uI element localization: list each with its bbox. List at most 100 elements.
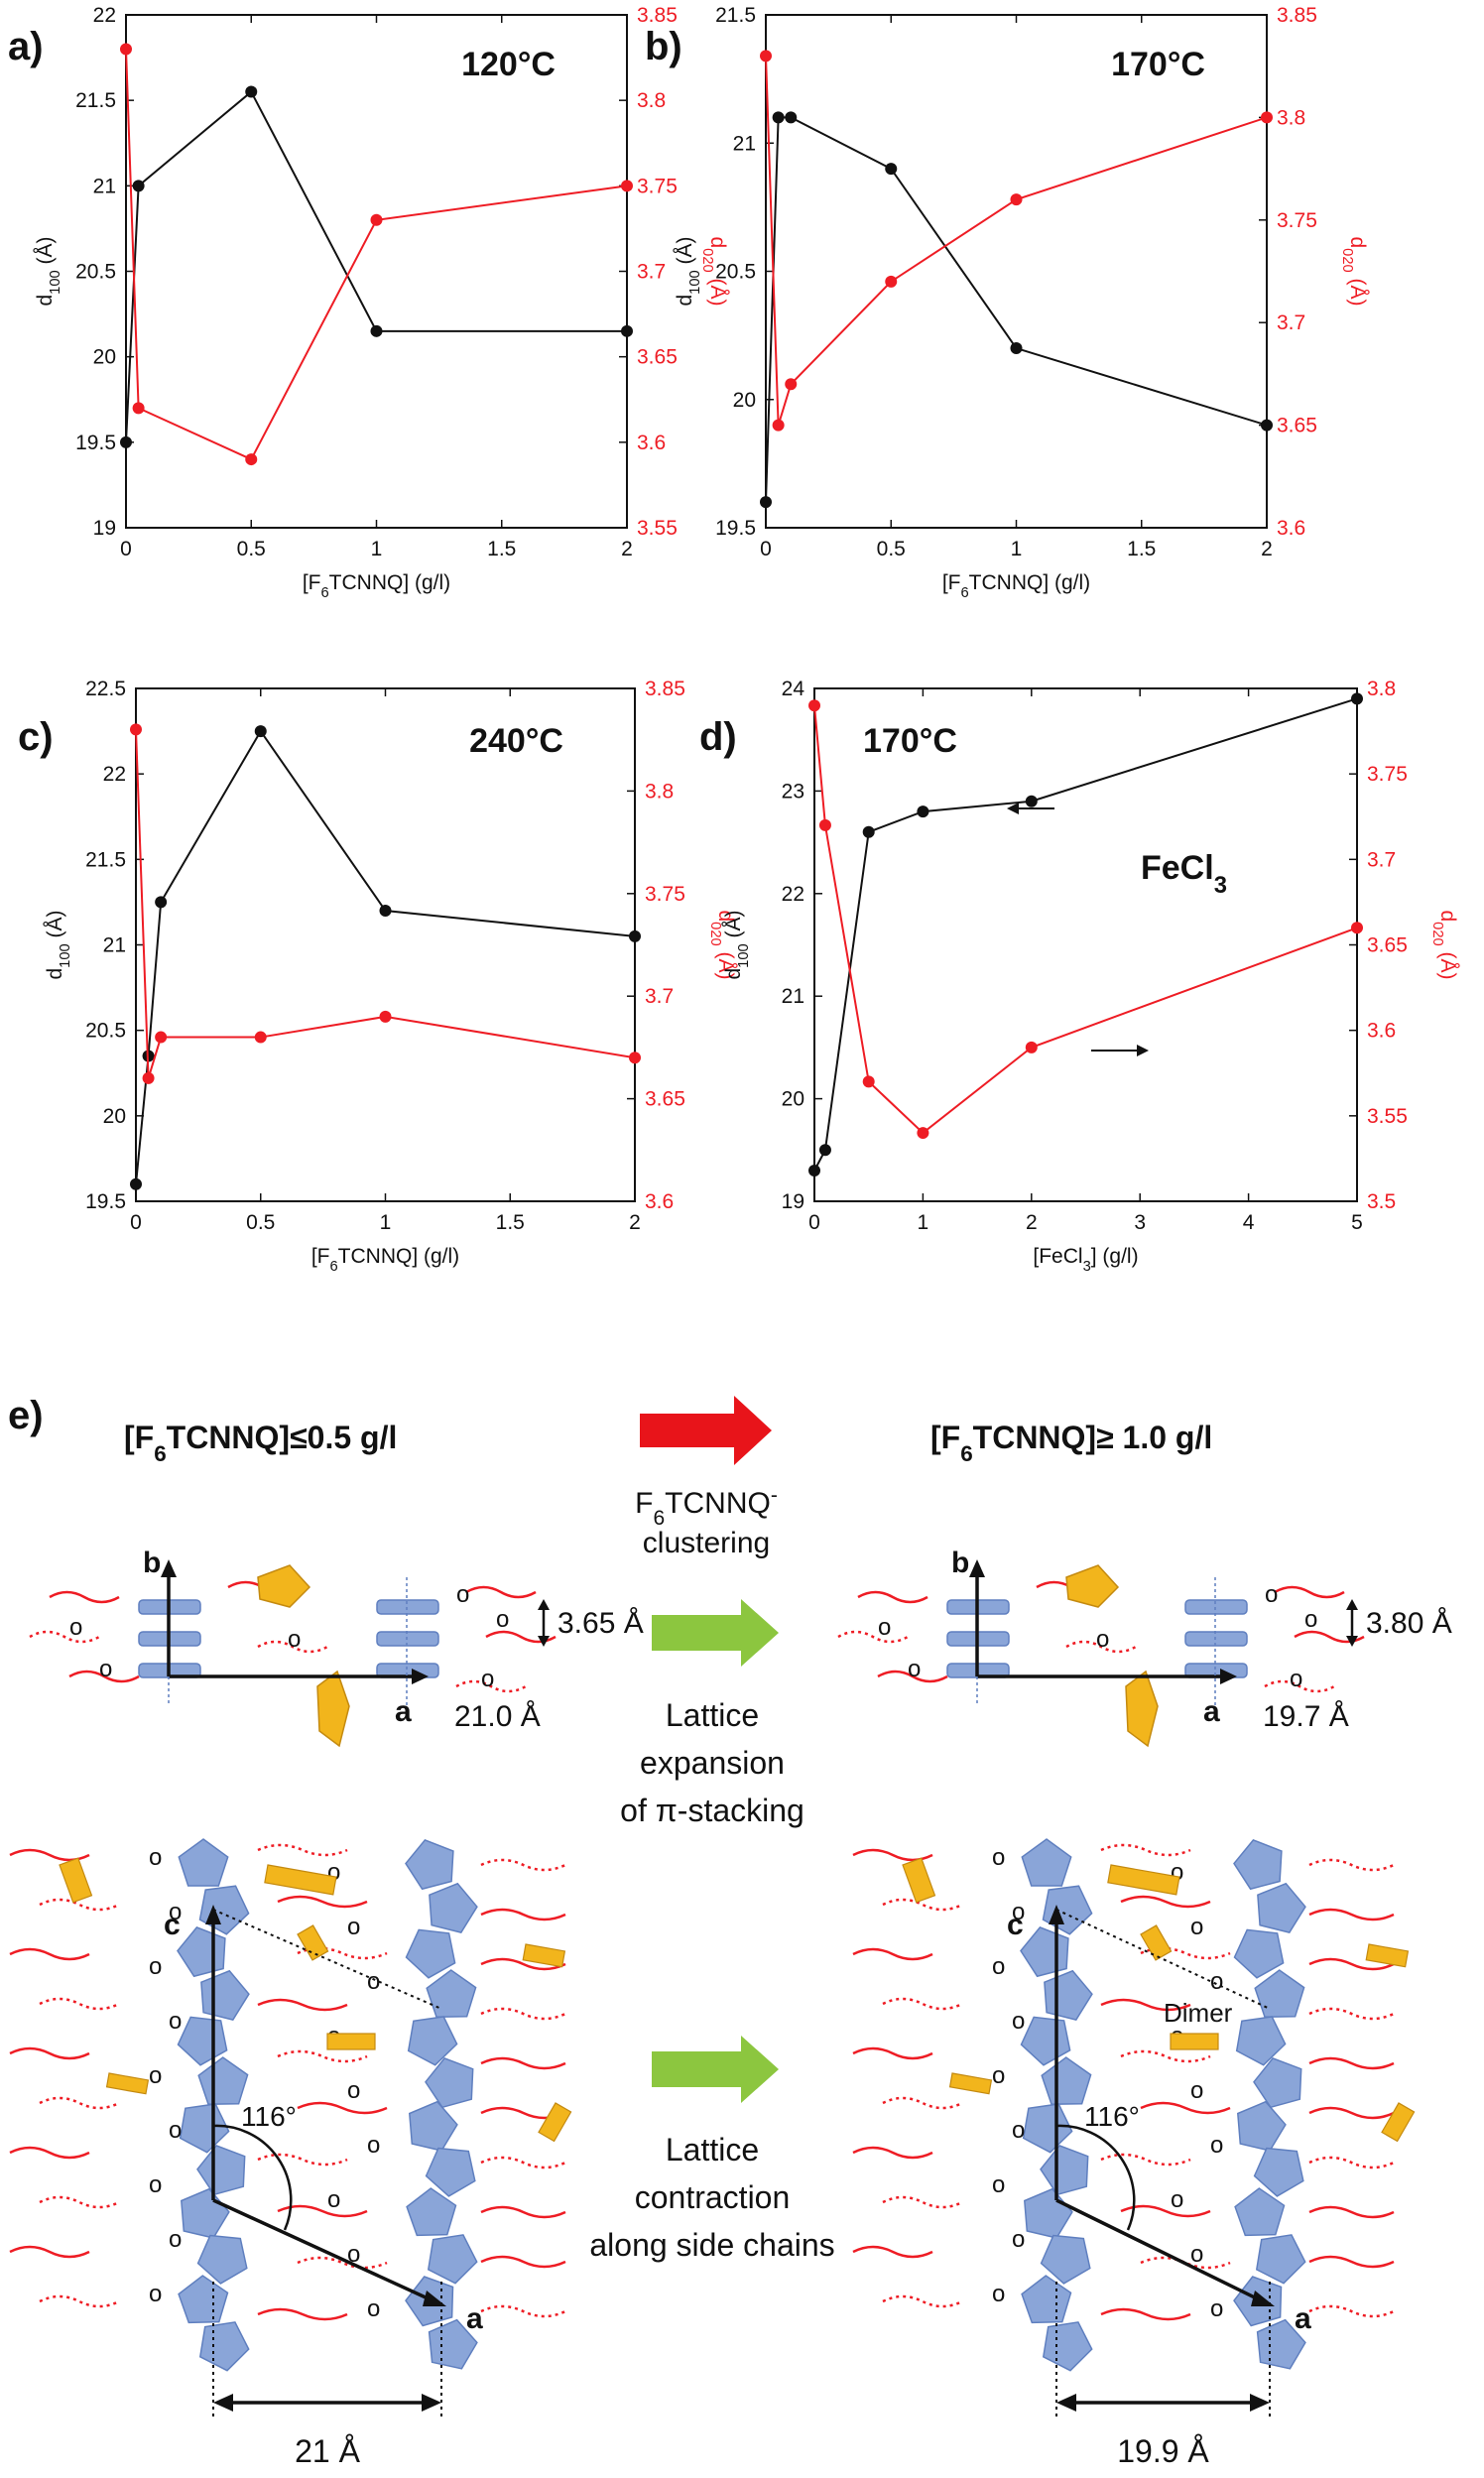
side-chain (39, 1898, 120, 1912)
y-tick-label: 24 (782, 678, 805, 700)
side-chain (297, 2256, 388, 2270)
side-chain (1308, 2007, 1395, 2021)
unit-cell-dotted (1055, 1909, 1271, 2010)
y-tick-label: 19 (93, 517, 116, 540)
oxygen-marker: o (496, 1606, 509, 1633)
axis-a-label: a (395, 1695, 412, 1728)
x-tick-label: 0.5 (237, 538, 266, 560)
expansion-label-line: expansion (640, 1745, 785, 1781)
oxygen-marker: o (367, 2132, 380, 2159)
x-tick-label: 1 (371, 538, 383, 560)
chart-title: 120°C (461, 46, 556, 83)
expansion-label-line: Lattice (666, 1697, 759, 1733)
data-point-d020 (254, 1031, 267, 1044)
data-point-d100 (370, 324, 383, 337)
data-point-d100 (379, 905, 392, 918)
y2-tick-label: 3.85 (645, 678, 685, 700)
backbone-ring (197, 2056, 249, 2105)
x-tick-label: 1.5 (496, 1211, 525, 1234)
backbone-ring (405, 1839, 454, 1891)
pi-stack-bar (376, 1599, 439, 1615)
y-tick-label: 20 (93, 346, 116, 369)
clustering-arrow (640, 1396, 772, 1465)
side-chain (9, 2245, 90, 2259)
spacing-arrow-head (213, 2394, 233, 2412)
data-point-d020 (760, 50, 772, 62)
backbone-ring (1024, 2187, 1073, 2239)
side-chain (1308, 2106, 1395, 2120)
side-chain (1100, 1998, 1191, 2012)
data-point-d020 (1351, 922, 1363, 934)
y2-tick-label: 3.75 (1277, 209, 1317, 232)
x-tick-label: 2 (621, 538, 633, 560)
backbone-ring (1021, 1838, 1072, 1887)
contraction-label-line: Lattice (666, 2132, 759, 2168)
y2-tick-label: 3.65 (1367, 934, 1408, 957)
axis-b-head (969, 1559, 985, 1577)
data-point-d100 (885, 163, 898, 176)
y2-tick-label: 3.65 (645, 1088, 685, 1111)
data-point-d020 (862, 1075, 875, 1088)
plot-frame (125, 14, 628, 529)
side-chain (39, 1997, 120, 2011)
side-chain (257, 2307, 348, 2321)
data-point-d020 (808, 699, 820, 712)
data-point-d100 (155, 896, 168, 909)
oxygen-marker: o (1265, 1581, 1278, 1608)
data-point-d020 (132, 402, 145, 415)
side-chain (1308, 2056, 1395, 2070)
side-chain (9, 2146, 90, 2160)
side-chain (455, 1679, 527, 1693)
side-chain (257, 2153, 348, 2167)
oxygen-marker: o (367, 2295, 380, 2322)
oxygen-marker: o (1171, 2186, 1183, 2213)
data-point-d100 (785, 111, 798, 124)
side-chain (1100, 2307, 1191, 2321)
angle-arc (212, 2124, 293, 2231)
backbone-ring (1235, 2016, 1287, 2066)
y2-tick-label: 3.7 (1277, 311, 1305, 334)
oxygen-marker: o (1012, 1899, 1025, 1925)
data-point-d100 (130, 1177, 142, 1190)
backbone-ring (1237, 2100, 1287, 2152)
side-chain (257, 1640, 328, 1654)
side-chain (852, 1947, 933, 1961)
backbone-ring (178, 1838, 229, 1887)
contraction-label-line: contraction (635, 2179, 791, 2215)
dopant-molecule (257, 1564, 311, 1608)
contraction-label-line: along side chains (589, 2227, 834, 2263)
data-point-d100 (254, 725, 267, 738)
series-line-d100 (813, 697, 1358, 1172)
series-line-d020 (813, 705, 1358, 1135)
oxygen-marker: o (992, 2171, 1005, 2198)
data-point-d020 (1010, 193, 1023, 206)
side-chain (39, 2195, 120, 2209)
pi-stack-bar (376, 1631, 439, 1647)
x-tick-label: 0 (808, 1211, 820, 1234)
oxygen-marker: o (1012, 2117, 1025, 2144)
axis-b-label: b (143, 1547, 161, 1579)
clustering-label-2: clustering (643, 1527, 770, 1559)
oxygen-marker: o (149, 2281, 162, 2307)
oxygen-marker: o (1190, 2077, 1203, 2104)
side-chain (257, 1998, 348, 2012)
data-point-d100 (808, 1164, 820, 1177)
y-tick-label: 20.5 (715, 261, 756, 284)
backbone-ring (200, 1969, 250, 2021)
backbone-ring (198, 1885, 250, 1935)
side-chain (257, 1843, 348, 1857)
x-tick-label: 3 (1134, 1211, 1146, 1234)
data-point-d020 (917, 1127, 929, 1140)
y-tick-label: 21.5 (85, 848, 126, 871)
schematic-panel-e: e) [F6TCNNQ]≤0.5 g/l [F6TCNNQ]≥ 1.0 g/l F6T… (8, 1394, 1452, 2469)
panel-label: d) (699, 715, 737, 759)
side-chain (480, 1908, 566, 1921)
dopant-bar (902, 1857, 936, 1904)
backbone-ring (1257, 1882, 1306, 1933)
y2-tick-label: 3.8 (1367, 678, 1396, 700)
y-tick-label: 20 (733, 389, 756, 412)
y2-tick-label: 3.6 (645, 1190, 674, 1213)
dopant-bar (326, 2033, 376, 2050)
pi-distance-label: 3.80 Å (1366, 1607, 1452, 1640)
y-tick-label: 23 (782, 780, 804, 803)
